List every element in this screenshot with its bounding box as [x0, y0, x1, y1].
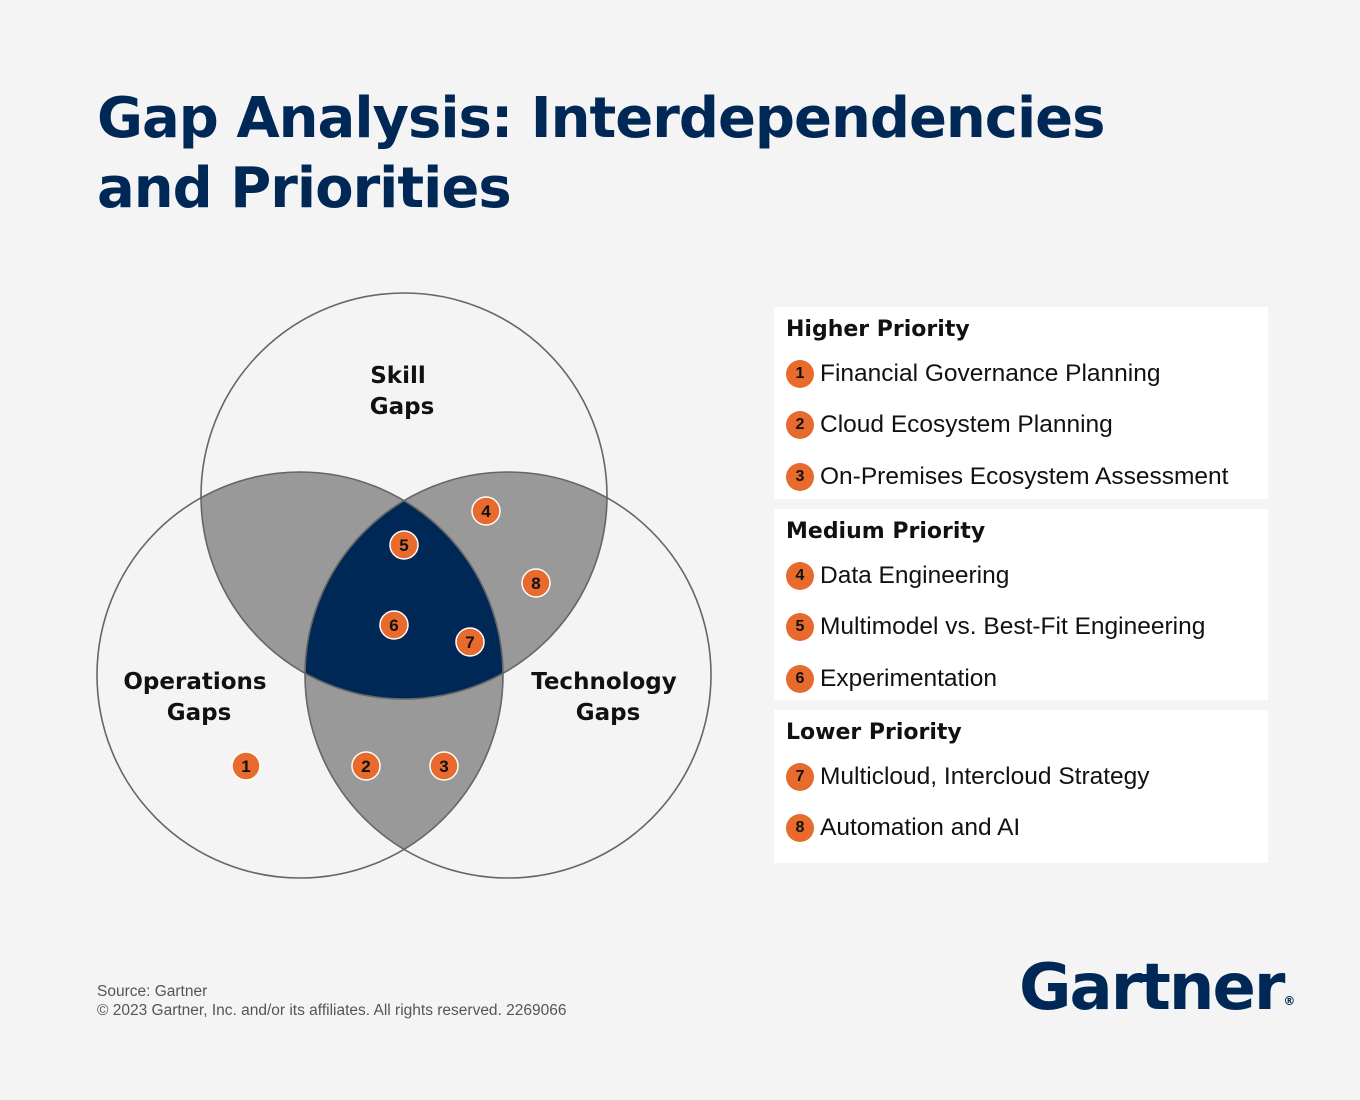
legend-item-1: 1 Financial Governance Planning [786, 348, 1268, 400]
badge-1: 1 [231, 751, 261, 781]
legend-badge-5: 5 [786, 613, 814, 642]
badge-6: 6 [379, 610, 409, 640]
badge-8: 8 [521, 568, 551, 598]
legend-item-4: 4 Data Engineering [786, 550, 1268, 602]
set-label-skill-line2: Gaps [370, 394, 435, 420]
set-label-technology-line1: Technology [531, 669, 677, 695]
badge-8-number: 8 [531, 574, 540, 593]
badge-5: 5 [389, 530, 419, 560]
badge-6-number: 6 [389, 616, 398, 635]
venn-diagram: Skill Gaps Operations Gaps Technology Ga… [96, 292, 712, 879]
legend-badge-6: 6 [786, 664, 814, 693]
set-label-skill-line1: Skill [370, 363, 426, 389]
legend-heading-higher: Higher Priority [786, 317, 970, 342]
set-label-technology-line2: Gaps [576, 700, 641, 726]
badge-7: 7 [455, 627, 485, 657]
badge-1-number: 1 [241, 757, 250, 776]
legend-badge-8: 8 [786, 814, 814, 843]
badge-2-number: 2 [361, 757, 370, 776]
legend-label-5: Multimodel vs. Best-Fit Engineering [820, 613, 1206, 641]
badge-3-number: 3 [439, 757, 448, 776]
badge-7-number: 7 [465, 633, 474, 652]
source-line: Source: Gartner [97, 983, 208, 1000]
set-label-operations: Operations Gaps [123, 669, 274, 726]
set-label-skill: Skill Gaps [370, 363, 435, 420]
legend-item-2: 2 Cloud Ecosystem Planning [786, 400, 1268, 452]
legend-badge-3: 3 [786, 462, 814, 491]
set-label-technology: Technology Gaps [531, 669, 685, 726]
legend-label-2: Cloud Ecosystem Planning [820, 411, 1113, 439]
legend-item-6: 6 Experimentation [786, 653, 1268, 705]
legend-label-6: Experimentation [820, 664, 998, 692]
title-line-2: and Priorities [97, 156, 512, 221]
circle-skill-gaps [200, 292, 608, 700]
title-line-1: Gap Analysis: Interdependencies [97, 86, 1106, 151]
overlap-all-three [305, 472, 503, 699]
legend-medium-priority: Medium Priority 4 Data Engineering 5 Mul… [774, 509, 1268, 700]
legend-label-3: On-Premises Ecosystem Assessment [820, 462, 1229, 490]
legend-heading-lower: Lower Priority [786, 720, 962, 745]
legend-item-7: 7 Multicloud, Intercloud Strategy [786, 751, 1268, 803]
badge-4-number: 4 [481, 502, 491, 521]
circle-technology-gaps [304, 471, 712, 879]
registered-mark: ® [1283, 994, 1296, 1008]
legend-lower-priority: Lower Priority 7 Multicloud, Intercloud … [774, 710, 1268, 863]
copyright-line: © 2023 Gartner, Inc. and/or its affiliat… [97, 1002, 567, 1019]
legend-item-8: 8 Automation and AI [786, 803, 1268, 855]
legend-badge-1: 1 [786, 359, 814, 388]
legend-badge-7: 7 [786, 762, 814, 791]
badge-4: 4 [471, 496, 501, 526]
legend-heading-medium: Medium Priority [786, 519, 986, 544]
legend-item-5: 5 Multimodel vs. Best-Fit Engineering [786, 602, 1268, 654]
badge-2: 2 [351, 751, 381, 781]
page-title: Gap Analysis: Interdependencies and Prio… [97, 84, 1247, 224]
set-label-operations-line1: Operations [123, 669, 266, 695]
legend-label-4: Data Engineering [820, 561, 1010, 589]
legend-badge-2: 2 [786, 411, 814, 440]
gartner-logo: Gartner® [1019, 948, 1295, 1041]
legend-label-8: Automation and AI [820, 814, 1021, 842]
set-label-operations-line2: Gaps [167, 700, 232, 726]
legend-item-3: 3 On-Premises Ecosystem Assessment [786, 451, 1268, 503]
logo-text: Gartner [1019, 951, 1285, 1025]
legend-badge-4: 4 [786, 561, 814, 590]
legend-label-7: Multicloud, Intercloud Strategy [820, 762, 1150, 790]
badge-3: 3 [429, 751, 459, 781]
source-footer: Source: Gartner © 2023 Gartner, Inc. and… [97, 982, 567, 1020]
circle-operations-gaps [96, 471, 504, 879]
legend-higher-priority: Higher Priority 1 Financial Governance P… [774, 307, 1268, 499]
badge-5-number: 5 [399, 536, 408, 555]
legend-label-1: Financial Governance Planning [820, 359, 1161, 387]
